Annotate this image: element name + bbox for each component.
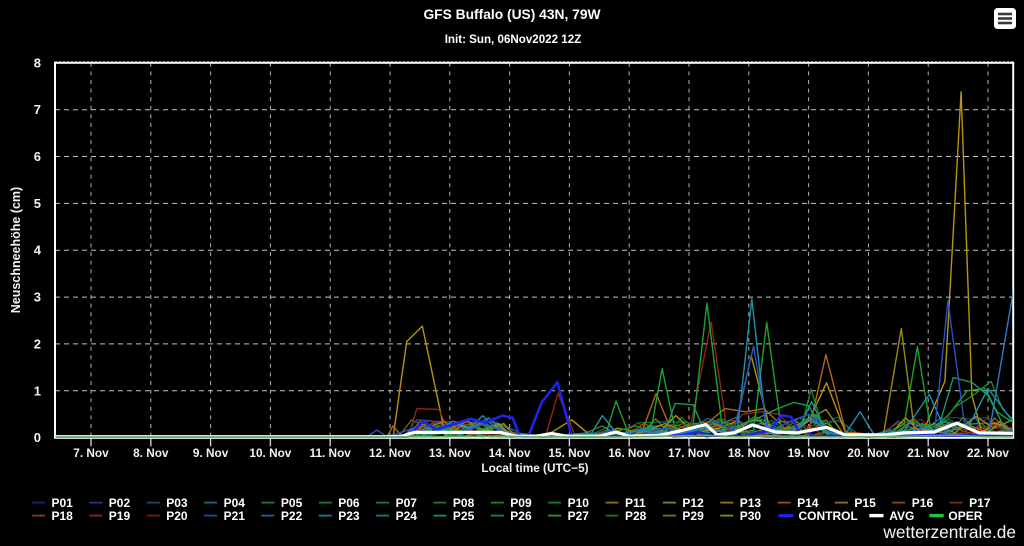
svg-text:19. Nov: 19. Nov: [788, 446, 830, 460]
svg-text:P22: P22: [281, 509, 303, 523]
svg-text:P25: P25: [453, 509, 475, 523]
svg-text:8: 8: [34, 55, 41, 70]
svg-text:12. Nov: 12. Nov: [369, 446, 411, 460]
svg-text:P03: P03: [166, 496, 188, 510]
svg-text:P16: P16: [912, 496, 934, 510]
svg-text:14. Nov: 14. Nov: [489, 446, 531, 460]
svg-text:0: 0: [34, 430, 41, 445]
svg-text:P11: P11: [625, 496, 646, 510]
svg-text:P05: P05: [281, 496, 303, 510]
svg-text:P06: P06: [338, 496, 360, 510]
svg-text:10. Nov: 10. Nov: [249, 446, 291, 460]
svg-text:7: 7: [34, 102, 41, 117]
svg-text:P09: P09: [510, 496, 532, 510]
svg-text:P02: P02: [109, 496, 131, 510]
svg-text:wetterzentrale.de: wetterzentrale.de: [882, 522, 1016, 541]
svg-text:15. Nov: 15. Nov: [548, 446, 590, 460]
svg-text:P23: P23: [338, 509, 360, 523]
svg-text:Init: Sun, 06Nov2022 12Z: Init: Sun, 06Nov2022 12Z: [445, 33, 582, 46]
svg-text:AVG: AVG: [889, 509, 914, 523]
svg-text:P07: P07: [396, 496, 418, 510]
svg-text:13. Nov: 13. Nov: [429, 446, 471, 460]
svg-text:1: 1: [34, 383, 41, 398]
svg-text:21. Nov: 21. Nov: [907, 446, 949, 460]
svg-text:9. Nov: 9. Nov: [193, 446, 229, 460]
svg-text:5: 5: [34, 196, 41, 211]
svg-text:P18: P18: [52, 509, 74, 523]
svg-text:20. Nov: 20. Nov: [847, 446, 889, 460]
svg-text:P19: P19: [109, 509, 131, 523]
svg-text:P24: P24: [396, 509, 418, 523]
svg-text:22. Nov: 22. Nov: [967, 446, 1009, 460]
svg-text:8. Nov: 8. Nov: [133, 446, 169, 460]
svg-text:P04: P04: [224, 496, 246, 510]
svg-text:P10: P10: [568, 496, 590, 510]
svg-text:P14: P14: [797, 496, 819, 510]
svg-text:P30: P30: [740, 509, 762, 523]
svg-text:GFS Buffalo (US) 43N, 79W: GFS Buffalo (US) 43N, 79W: [423, 7, 601, 22]
svg-text:11. Nov: 11. Nov: [310, 446, 352, 460]
svg-text:P27: P27: [568, 509, 590, 523]
svg-text:P12: P12: [682, 496, 704, 510]
svg-text:3: 3: [34, 290, 41, 305]
svg-text:18. Nov: 18. Nov: [728, 446, 770, 460]
svg-text:17. Nov: 17. Nov: [668, 446, 710, 460]
svg-text:P29: P29: [682, 509, 704, 523]
svg-text:P17: P17: [969, 496, 991, 510]
svg-text:P13: P13: [740, 496, 762, 510]
svg-text:2: 2: [34, 336, 41, 351]
svg-text:P28: P28: [625, 509, 647, 523]
svg-text:P15: P15: [854, 496, 876, 510]
svg-text:P01: P01: [52, 496, 74, 510]
svg-text:6: 6: [34, 149, 41, 164]
svg-text:P08: P08: [453, 496, 475, 510]
svg-text:P26: P26: [510, 509, 532, 523]
svg-text:Neuschneehöhe (cm): Neuschneehöhe (cm): [9, 187, 23, 313]
svg-text:7. Nov: 7. Nov: [73, 446, 109, 460]
svg-text:P21: P21: [224, 509, 246, 523]
svg-text:OPER: OPER: [948, 509, 982, 523]
svg-text:16. Nov: 16. Nov: [608, 446, 650, 460]
svg-text:CONTROL: CONTROL: [799, 509, 858, 523]
svg-text:P20: P20: [166, 509, 188, 523]
svg-text:Local time (UTC−5): Local time (UTC−5): [481, 461, 588, 475]
svg-text:4: 4: [34, 243, 42, 258]
